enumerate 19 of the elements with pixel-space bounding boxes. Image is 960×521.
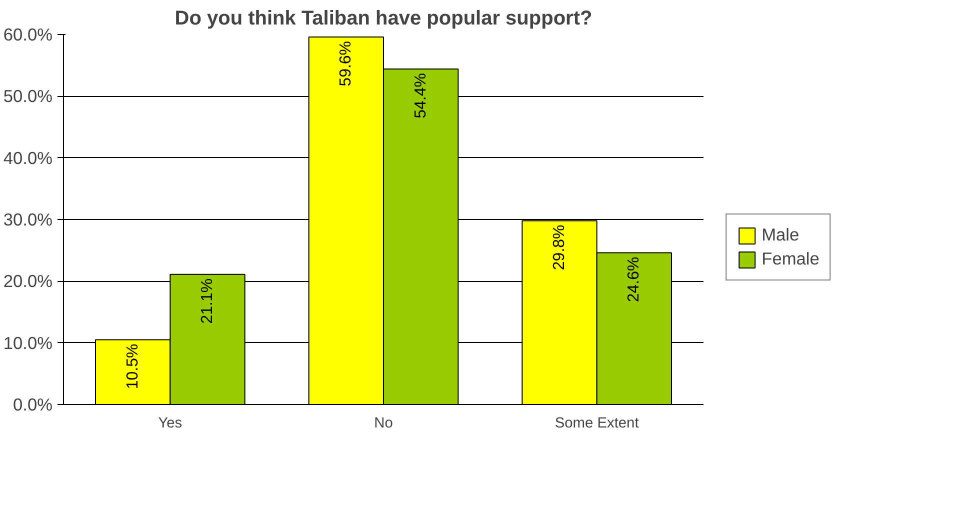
y-tick-label: 30.0% bbox=[3, 210, 53, 230]
y-tick-label: 60.0% bbox=[3, 24, 53, 44]
text: 29.8% bbox=[551, 224, 568, 270]
text: 54.4% bbox=[412, 73, 430, 118]
text: 59.6% bbox=[338, 40, 355, 86]
y-tick-label: 0.0% bbox=[13, 394, 53, 414]
x-tick-label: No bbox=[374, 416, 393, 432]
text: 10.5% bbox=[124, 344, 142, 390]
x-tick-label: Some Extent bbox=[554, 416, 639, 432]
y-tick-label: 50.0% bbox=[3, 86, 53, 106]
x-tick-label: Yes bbox=[158, 416, 182, 432]
legend-label: Male bbox=[762, 224, 800, 246]
y-tick-label: 40.0% bbox=[3, 148, 53, 168]
text: 24.6% bbox=[626, 256, 643, 302]
legend-label: Female bbox=[762, 248, 820, 270]
text: 21.1% bbox=[199, 278, 216, 324]
y-tick-label: 10.0% bbox=[3, 332, 53, 353]
y-tick-label: 20.0% bbox=[3, 271, 53, 292]
chart-title: Do you think Taliban have popular support? bbox=[174, 8, 592, 30]
